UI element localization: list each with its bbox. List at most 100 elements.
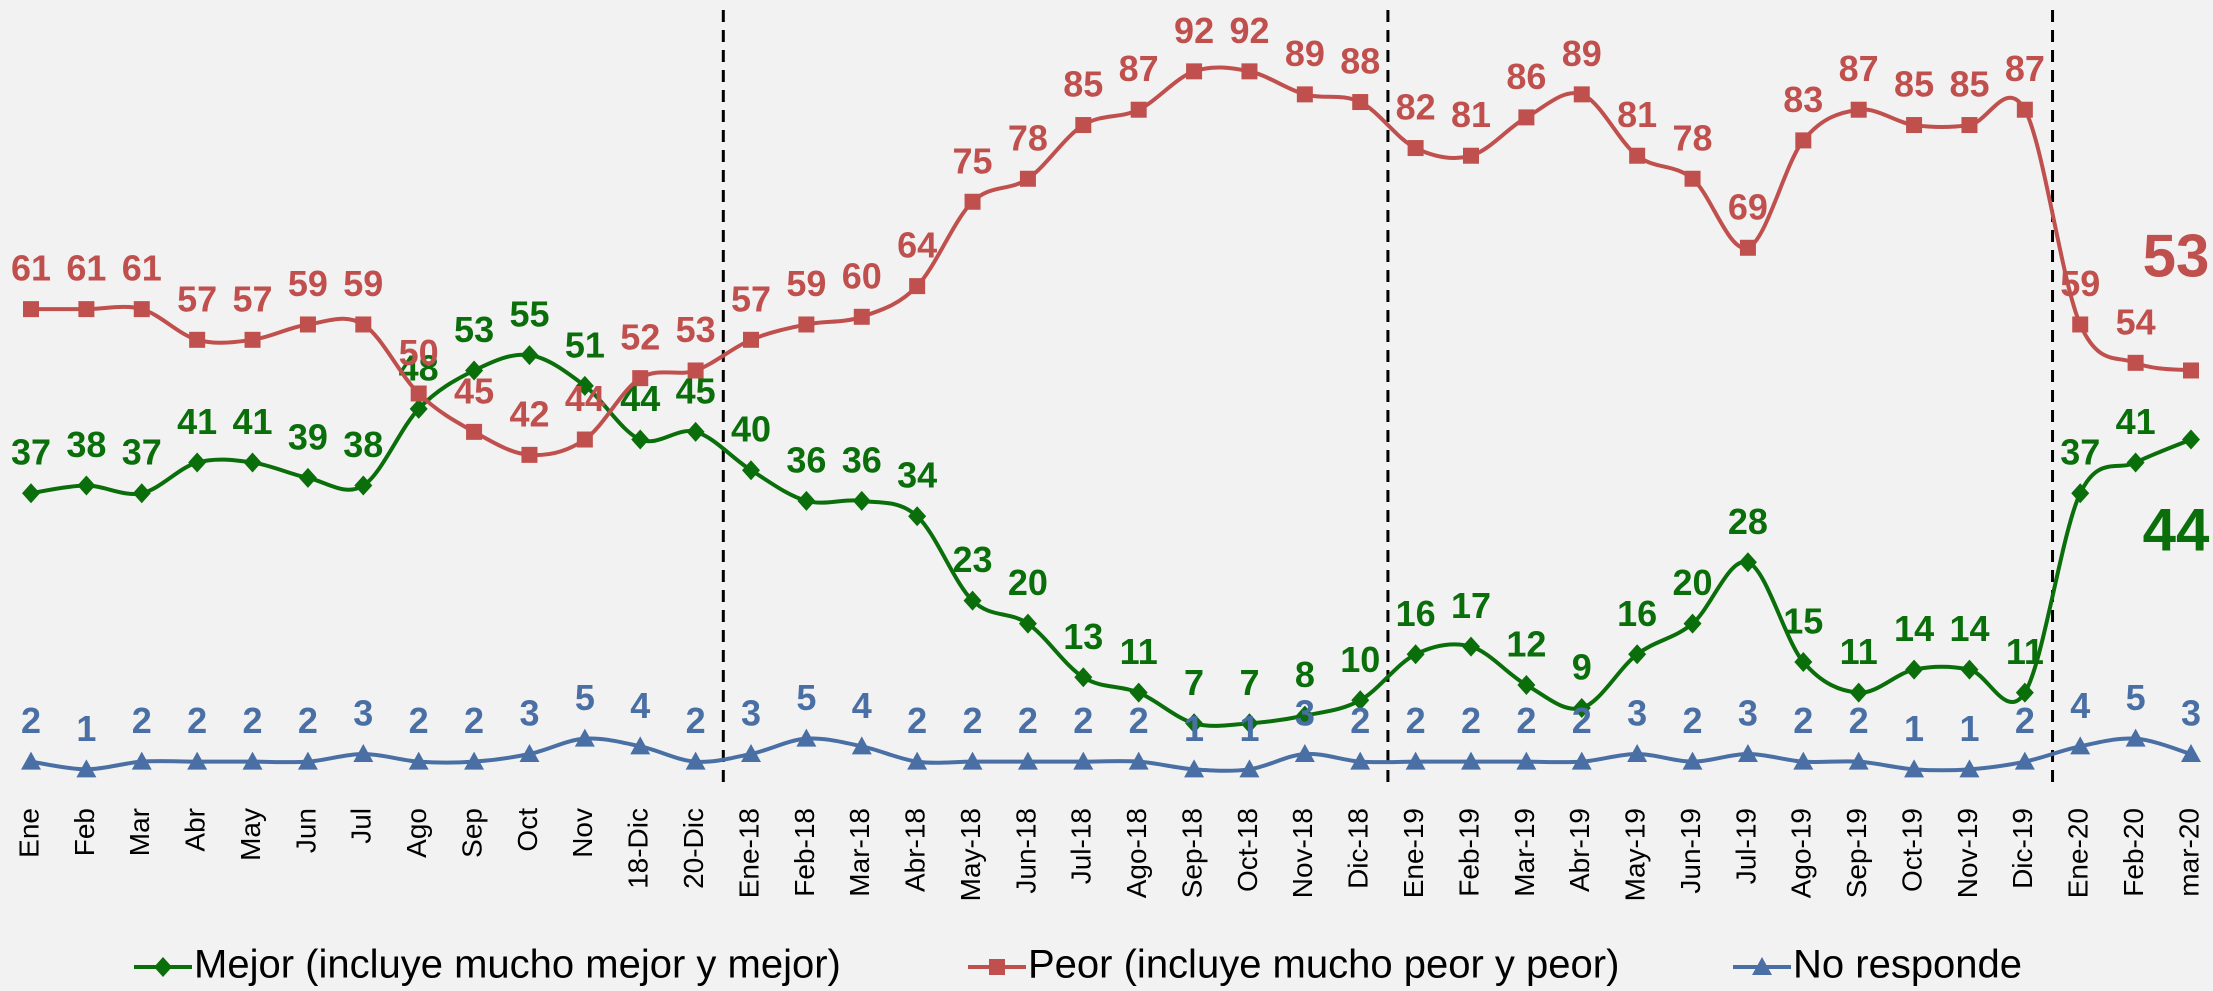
- value-label: 61: [66, 248, 106, 289]
- value-label: 2: [2015, 700, 2035, 741]
- x-tick-label: May-19: [1620, 808, 1651, 901]
- marker: [1240, 713, 1259, 734]
- marker: [1407, 140, 1424, 157]
- x-tick-label: Abr-19: [1564, 808, 1595, 892]
- marker: [796, 728, 817, 747]
- value-label: 41: [233, 401, 273, 442]
- marker: [2127, 354, 2144, 371]
- value-label: 78: [1673, 117, 1713, 158]
- marker: [1075, 117, 1092, 134]
- value-label: 85: [1894, 64, 1934, 105]
- value-label: 3: [741, 693, 761, 734]
- series-line: [30, 736, 2192, 773]
- x-tick-label: Jun-19: [1675, 808, 1706, 894]
- value-label: 78: [1008, 117, 1048, 158]
- marker: [354, 475, 373, 496]
- value-label: 20: [1673, 562, 1713, 603]
- marker: [299, 316, 316, 333]
- value-label: 40: [731, 409, 771, 450]
- marker: [297, 751, 318, 770]
- x-tick-label: Ene: [13, 808, 44, 858]
- x-tick-label: mar-20: [2173, 808, 2204, 897]
- marker: [575, 375, 594, 396]
- marker: [1350, 751, 1371, 770]
- marker: [1571, 751, 1592, 770]
- x-tick-label: Ago-19: [1786, 808, 1817, 898]
- marker: [1295, 705, 1314, 726]
- value-label: 36: [786, 439, 826, 480]
- marker: [687, 362, 704, 379]
- legend-label: Peor (incluye mucho peor y peor): [1028, 943, 1619, 987]
- marker: [851, 736, 872, 755]
- value-label: 17: [1451, 585, 1491, 626]
- value-label: 82: [1396, 87, 1436, 128]
- marker: [1352, 94, 1369, 111]
- marker: [1129, 682, 1148, 703]
- value-label: 54: [2116, 301, 2156, 342]
- value-label: 52: [620, 317, 660, 358]
- value-label: 59: [343, 263, 383, 304]
- marker: [1683, 613, 1702, 634]
- legend-marker: [154, 957, 172, 977]
- x-tick-label: Oct-19: [1896, 808, 1927, 892]
- value-label: 11: [1840, 631, 1878, 672]
- marker: [2071, 483, 2090, 504]
- value-label: 2: [1129, 700, 1149, 741]
- value-label: 44: [2143, 496, 2210, 563]
- marker: [132, 483, 151, 504]
- value-label: 13: [1063, 616, 1103, 657]
- value-label: 12: [1506, 623, 1546, 664]
- value-label: 83: [1783, 79, 1823, 120]
- marker: [630, 736, 651, 755]
- marker: [2182, 429, 2200, 450]
- value-label: 86: [1506, 56, 1546, 97]
- marker: [1018, 613, 1037, 634]
- value-label: 88: [1340, 41, 1380, 82]
- x-tick-label: Nov-19: [1952, 808, 1983, 898]
- value-label: 9: [1572, 646, 1592, 687]
- value-label: 57: [177, 278, 217, 319]
- value-label: 11: [1120, 631, 1158, 672]
- value-label: 60: [842, 255, 882, 296]
- marker: [409, 398, 428, 419]
- value-label: 57: [731, 278, 771, 319]
- value-label: 2: [686, 700, 706, 741]
- value-label: 4: [630, 685, 650, 726]
- marker: [410, 385, 427, 402]
- marker: [741, 743, 761, 762]
- marker: [76, 759, 97, 778]
- x-tick-label: Feb-19: [1453, 808, 1484, 897]
- marker: [1739, 239, 1756, 256]
- value-label: 34: [897, 455, 937, 496]
- value-label: 1: [1239, 708, 1259, 749]
- value-label: 1: [1959, 708, 1979, 749]
- value-label: 57: [233, 278, 273, 319]
- x-tick-label: Dic-18: [1343, 808, 1374, 889]
- marker: [1684, 170, 1701, 187]
- marker: [1905, 659, 1924, 680]
- x-tick-label: Jul: [346, 808, 377, 844]
- value-label: 2: [132, 700, 152, 741]
- x-tick-label: Feb-20: [2118, 808, 2149, 897]
- x-tick-label: Nov-18: [1287, 808, 1318, 898]
- marker: [685, 751, 706, 770]
- marker: [189, 331, 206, 348]
- marker: [1628, 644, 1647, 665]
- value-label: 1: [1184, 708, 1204, 749]
- marker: [243, 452, 262, 473]
- marker: [1461, 751, 1481, 770]
- marker: [1516, 751, 1537, 770]
- x-tick-label: Ene-19: [1398, 808, 1429, 898]
- x-tick-label: Nov: [567, 808, 598, 858]
- value-label: 5: [796, 677, 816, 718]
- value-label: 92: [1229, 10, 1269, 51]
- x-tick-label: Sep-18: [1176, 808, 1207, 898]
- marker: [964, 193, 981, 210]
- marker: [133, 301, 150, 318]
- marker: [2072, 316, 2089, 333]
- value-label: 3: [519, 693, 539, 734]
- value-label: 2: [1793, 700, 1813, 741]
- value-label: 3: [1738, 693, 1758, 734]
- marker: [242, 751, 263, 770]
